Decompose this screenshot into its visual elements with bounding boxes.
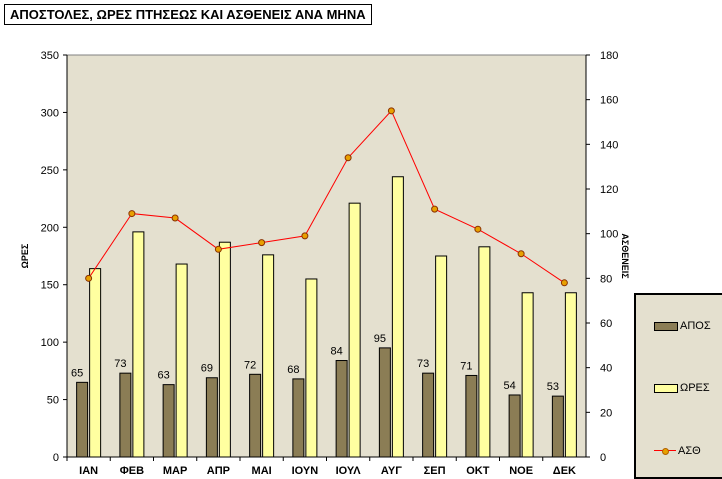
point-asth — [387, 107, 395, 115]
bar-apos — [249, 373, 262, 458]
bar-ores — [132, 231, 145, 458]
chart-title: ΑΠΟΣΤΟΛΕΣ, ΩΡΕΣ ΠΤΗΣΕΩΣ ΚΑΙ ΑΣΘΕΝΕΙΣ ΑΝΑ… — [4, 4, 372, 25]
y2-tick-label: 80 — [600, 273, 612, 285]
data-label-apos: 63 — [158, 370, 170, 382]
legend-line-asth — [654, 446, 676, 456]
bar-apos — [551, 395, 564, 458]
bar-ores — [478, 246, 491, 458]
x-tick-label: ΜΑΙ — [252, 465, 272, 477]
y2-tick-label: 20 — [600, 407, 612, 419]
line-asth — [88, 109, 565, 284]
point-asth — [214, 245, 222, 253]
bar-apos — [76, 381, 89, 458]
bar-apos — [119, 372, 132, 458]
data-label-apos: 53 — [547, 381, 559, 393]
x-tick-label: ΑΠΡ — [207, 465, 230, 477]
bar-ores — [218, 241, 231, 458]
legend-label-asth: ΑΣΘ — [678, 445, 701, 457]
bar-ores — [521, 292, 534, 458]
y2-tick-label: 120 — [600, 184, 618, 196]
legend-item-ores: ΩΡΕΣ — [654, 381, 710, 395]
bar-apos — [335, 360, 348, 458]
y2-tick-label: 60 — [600, 318, 612, 330]
data-label-apos: 84 — [331, 346, 343, 358]
y-axis-title: ΩΡΕΣ — [20, 243, 30, 268]
y-tick-label: 350 — [41, 50, 59, 62]
y-tick-label: 50 — [47, 395, 59, 407]
y2-tick-label: 100 — [600, 229, 618, 241]
x-tick-label: ΙΟΥΝ — [292, 465, 319, 477]
point-asth — [171, 214, 179, 222]
bar-apos — [162, 384, 175, 458]
bar-apos — [205, 377, 218, 458]
data-label-apos: 73 — [114, 358, 126, 370]
bar-ores — [305, 278, 318, 458]
bar-ores — [262, 254, 275, 458]
point-asth — [517, 250, 525, 258]
legend: ΑΠΟΣ ΩΡΕΣ ΑΣΘ — [634, 293, 722, 479]
bar-ores — [175, 263, 188, 458]
bar-apos — [465, 374, 478, 458]
point-asth — [474, 225, 482, 233]
point-asth — [85, 274, 93, 282]
data-label-apos: 72 — [244, 359, 256, 371]
y2-tick-label: 0 — [600, 452, 606, 464]
bar-ores — [391, 176, 404, 458]
point-asth — [344, 154, 352, 162]
x-tick-label: ΦΕΒ — [120, 465, 144, 477]
y2-tick-label: 40 — [600, 363, 612, 375]
bar-apos — [292, 378, 305, 458]
y-tick-label: 0 — [53, 452, 59, 464]
x-tick-label: ΙΑΝ — [79, 465, 98, 477]
y-tick-label: 200 — [41, 222, 59, 234]
point-asth — [301, 232, 309, 240]
legend-label-ores: ΩΡΕΣ — [680, 382, 710, 394]
x-tick-label: ΟΚΤ — [466, 465, 490, 477]
y2-tick-label: 180 — [600, 50, 618, 62]
data-label-apos: 69 — [201, 363, 213, 375]
y-tick-label: 300 — [41, 107, 59, 119]
x-tick-label: ΜΑΡ — [163, 465, 187, 477]
point-asth — [431, 205, 439, 213]
x-tick-label: ΙΟΥΛ — [336, 465, 362, 477]
x-tick-label: ΣΕΠ — [424, 465, 446, 477]
y-tick-label: 150 — [41, 280, 59, 292]
y-tick-label: 250 — [41, 165, 59, 177]
point-asth — [258, 239, 266, 247]
plot-area — [66, 54, 587, 458]
bar-apos — [378, 347, 391, 458]
legend-swatch-apos — [654, 321, 678, 331]
y-tick-label: 100 — [41, 337, 59, 349]
point-asth — [560, 279, 568, 287]
x-tick-label: ΑΥΓ — [381, 465, 402, 477]
bar-ores — [348, 202, 361, 458]
legend-item-asth: ΑΣΘ — [654, 444, 701, 458]
data-label-apos: 71 — [460, 360, 472, 372]
bar-ores — [564, 292, 577, 458]
legend-swatch-ores — [654, 383, 678, 393]
data-label-apos: 54 — [504, 380, 516, 392]
data-label-apos: 65 — [71, 367, 83, 379]
bar-apos — [508, 394, 521, 458]
legend-item-apos: ΑΠΟΣ — [654, 319, 711, 333]
data-label-apos: 73 — [417, 358, 429, 370]
bar-ores — [435, 255, 448, 458]
x-tick-label: ΝΟΕ — [509, 465, 533, 477]
legend-label-apos: ΑΠΟΣ — [680, 320, 711, 332]
bar-ores — [89, 268, 102, 458]
y2-tick-label: 160 — [600, 95, 618, 107]
data-label-apos: 68 — [287, 364, 299, 376]
point-asth — [128, 210, 136, 218]
x-tick-label: ΔΕΚ — [553, 465, 576, 477]
data-label-apos: 95 — [374, 333, 386, 345]
bar-apos — [422, 372, 435, 458]
y2-tick-label: 140 — [600, 139, 618, 151]
y2-axis-title: ΑΣΘΕΝΕΙΣ — [620, 233, 630, 279]
